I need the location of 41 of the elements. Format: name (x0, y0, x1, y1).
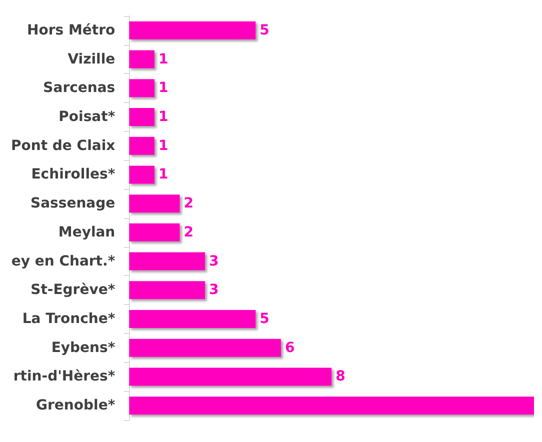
bar (129, 21, 256, 40)
y-tick-label: Pont de Claix (10, 138, 116, 154)
y-tick-label: Sassenage (30, 196, 116, 212)
data-label: 1 (158, 51, 168, 68)
y-tick-label: St-Egrève* (30, 282, 116, 298)
bar (129, 338, 281, 357)
y-tick-label: Meylan (58, 224, 116, 240)
y-tick-label: Echirolles* (31, 166, 116, 183)
data-label: 3 (209, 253, 219, 270)
y-tick-label: Sarcenas (43, 80, 116, 96)
data-label: 1 (158, 109, 168, 125)
data-label: 1 (158, 138, 168, 154)
bar (129, 136, 154, 155)
data-label: 6 (284, 340, 295, 356)
bar (129, 108, 154, 126)
bar (129, 194, 180, 213)
bar (129, 166, 154, 184)
y-tick-label: Vizille (68, 51, 116, 68)
y-tick-label: Grenoble* (36, 398, 116, 414)
data-label: 1 (158, 80, 168, 96)
bar (129, 50, 154, 68)
data-label: 1 (158, 166, 168, 183)
bar (129, 368, 332, 386)
y-tick-label: La Tronche* (22, 311, 116, 327)
data-label: 5 (260, 22, 270, 38)
bar (129, 223, 180, 242)
bar (129, 281, 206, 300)
data-label: 3 (209, 282, 219, 298)
y-tick-label: Eybens* (51, 340, 116, 356)
data-label: 2 (184, 224, 194, 240)
y-tick-label: Poisat* (58, 109, 116, 125)
data-label: 5 (260, 311, 270, 327)
bar (129, 396, 534, 415)
bar (129, 79, 154, 98)
y-tick-label: rtin-d'Hères* (13, 368, 116, 385)
data-label: 8 (336, 368, 346, 385)
y-tick-label: Hors Métro (27, 22, 116, 38)
y-tick-label: ey en Chart.* (11, 253, 116, 270)
data-label: 2 (184, 196, 194, 212)
bar (129, 252, 206, 270)
bar (129, 310, 256, 328)
